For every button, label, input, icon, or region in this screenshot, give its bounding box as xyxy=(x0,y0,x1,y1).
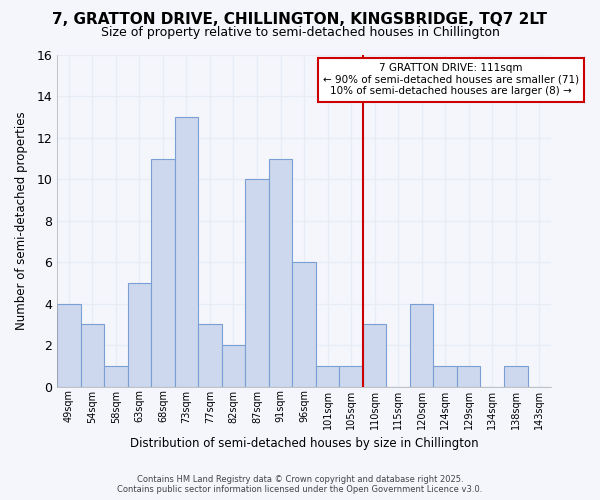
Bar xyxy=(269,158,292,386)
Bar xyxy=(151,158,175,386)
Bar xyxy=(80,324,104,386)
Bar xyxy=(222,345,245,387)
Y-axis label: Number of semi-detached properties: Number of semi-detached properties xyxy=(15,112,28,330)
Text: 7 GRATTON DRIVE: 111sqm
← 90% of semi-detached houses are smaller (71)
10% of se: 7 GRATTON DRIVE: 111sqm ← 90% of semi-de… xyxy=(323,64,579,96)
Text: Contains HM Land Registry data © Crown copyright and database right 2025.
Contai: Contains HM Land Registry data © Crown c… xyxy=(118,474,482,494)
Text: Size of property relative to semi-detached houses in Chillington: Size of property relative to semi-detach… xyxy=(101,26,499,39)
Bar xyxy=(340,366,363,386)
Bar xyxy=(198,324,222,386)
X-axis label: Distribution of semi-detached houses by size in Chillington: Distribution of semi-detached houses by … xyxy=(130,437,478,450)
Bar xyxy=(316,366,340,386)
Bar xyxy=(292,262,316,386)
Bar xyxy=(128,283,151,387)
Bar xyxy=(410,304,433,386)
Bar xyxy=(175,117,198,386)
Bar xyxy=(457,366,481,386)
Bar xyxy=(104,366,128,386)
Bar xyxy=(504,366,527,386)
Bar xyxy=(245,180,269,386)
Bar xyxy=(57,304,80,386)
Bar xyxy=(433,366,457,386)
Text: 7, GRATTON DRIVE, CHILLINGTON, KINGSBRIDGE, TQ7 2LT: 7, GRATTON DRIVE, CHILLINGTON, KINGSBRID… xyxy=(53,12,548,28)
Bar xyxy=(363,324,386,386)
